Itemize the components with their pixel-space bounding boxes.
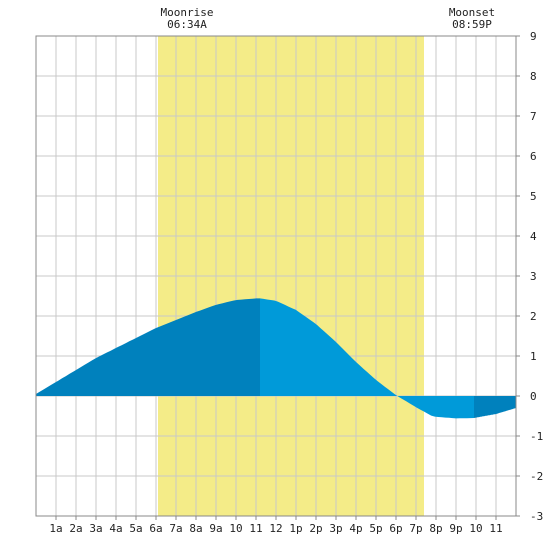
x-tick-label: 10 — [469, 522, 482, 535]
x-tick-label: 11 — [249, 522, 262, 535]
x-tick-label: 8p — [429, 522, 442, 535]
y-tick-label: 7 — [530, 110, 537, 123]
x-tick-label: 2a — [69, 522, 82, 535]
y-tick-label: 5 — [530, 190, 537, 203]
x-tick-label: 4a — [109, 522, 122, 535]
x-tick-label: 7p — [409, 522, 422, 535]
y-tick-label: 9 — [530, 30, 537, 43]
x-tick-label: 9a — [209, 522, 222, 535]
y-tick-label: 6 — [530, 150, 537, 163]
x-tick-label: 6a — [149, 522, 162, 535]
x-tick-label: 1p — [289, 522, 302, 535]
tide-falling-area — [260, 298, 474, 419]
x-tick-label: 5a — [129, 522, 142, 535]
x-tick-label: 3a — [89, 522, 102, 535]
x-tick-label: 6p — [389, 522, 402, 535]
y-tick-label: 1 — [530, 350, 537, 363]
y-tick-label: -1 — [530, 430, 543, 443]
x-tick-label: 2p — [309, 522, 322, 535]
y-tick-label: 8 — [530, 70, 537, 83]
tide-area — [36, 298, 516, 419]
x-tick-label: 11 — [489, 522, 502, 535]
y-tick-label: -2 — [530, 470, 543, 483]
x-tick-label: 4p — [349, 522, 362, 535]
x-tick-label: 3p — [329, 522, 342, 535]
y-tick-label: 0 — [530, 390, 537, 403]
y-tick-label: 4 — [530, 230, 537, 243]
x-tick-label: 5p — [369, 522, 382, 535]
y-tick-label: 2 — [530, 310, 537, 323]
moonset-time: 08:59P — [452, 18, 492, 31]
moonrise-label: Moonrise — [161, 6, 214, 19]
y-tick-label: -3 — [530, 510, 543, 523]
x-tick-label: 7a — [169, 522, 182, 535]
x-tick-label: 12 — [269, 522, 282, 535]
x-tick-label: 8a — [189, 522, 202, 535]
x-tick-label: 9p — [449, 522, 462, 535]
moonset-label: Moonset — [449, 6, 495, 19]
x-tick-label: 10 — [229, 522, 242, 535]
tide-rising-area-late — [474, 396, 516, 418]
y-axis: 9 8 7 6 5 4 3 2 1 0 -1 -2 -3 — [516, 30, 543, 523]
moonrise-time: 06:34A — [167, 18, 207, 31]
x-tick-label: 1a — [49, 522, 62, 535]
x-axis: 1a 2a 3a 4a 5a 6a 7a 8a 9a 10 11 12 1p 2p 3p 4p 5p 6p 7p 8p… — [49, 516, 503, 535]
y-tick-label: 3 — [530, 270, 537, 283]
tide-rising-area — [36, 298, 260, 396]
